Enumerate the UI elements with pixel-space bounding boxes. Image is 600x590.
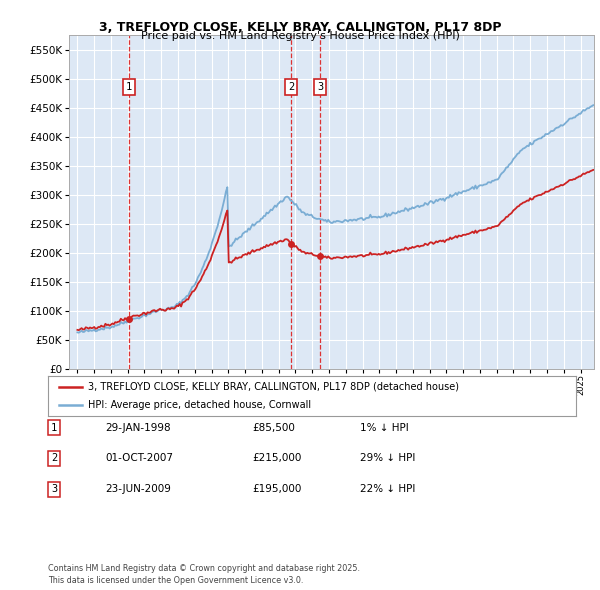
- Text: 1: 1: [51, 423, 57, 432]
- Text: 29-JAN-1998: 29-JAN-1998: [105, 423, 170, 432]
- Text: 22% ↓ HPI: 22% ↓ HPI: [360, 484, 415, 494]
- Text: 3, TREFLOYD CLOSE, KELLY BRAY, CALLINGTON, PL17 8DP: 3, TREFLOYD CLOSE, KELLY BRAY, CALLINGTO…: [99, 21, 501, 34]
- Text: £195,000: £195,000: [252, 484, 301, 494]
- Text: 1: 1: [126, 82, 132, 92]
- Text: 29% ↓ HPI: 29% ↓ HPI: [360, 454, 415, 463]
- Text: 23-JUN-2009: 23-JUN-2009: [105, 484, 171, 494]
- Text: Price paid vs. HM Land Registry's House Price Index (HPI): Price paid vs. HM Land Registry's House …: [140, 31, 460, 41]
- Text: 2: 2: [51, 454, 57, 463]
- Text: 3, TREFLOYD CLOSE, KELLY BRAY, CALLINGTON, PL17 8DP (detached house): 3, TREFLOYD CLOSE, KELLY BRAY, CALLINGTO…: [88, 382, 458, 392]
- Text: £85,500: £85,500: [252, 423, 295, 432]
- Text: 3: 3: [51, 484, 57, 494]
- Text: 01-OCT-2007: 01-OCT-2007: [105, 454, 173, 463]
- Text: 2: 2: [288, 82, 295, 92]
- Text: Contains HM Land Registry data © Crown copyright and database right 2025.
This d: Contains HM Land Registry data © Crown c…: [48, 564, 360, 585]
- Text: £215,000: £215,000: [252, 454, 301, 463]
- Text: 1% ↓ HPI: 1% ↓ HPI: [360, 423, 409, 432]
- Text: HPI: Average price, detached house, Cornwall: HPI: Average price, detached house, Corn…: [88, 400, 311, 410]
- Text: 3: 3: [317, 82, 323, 92]
